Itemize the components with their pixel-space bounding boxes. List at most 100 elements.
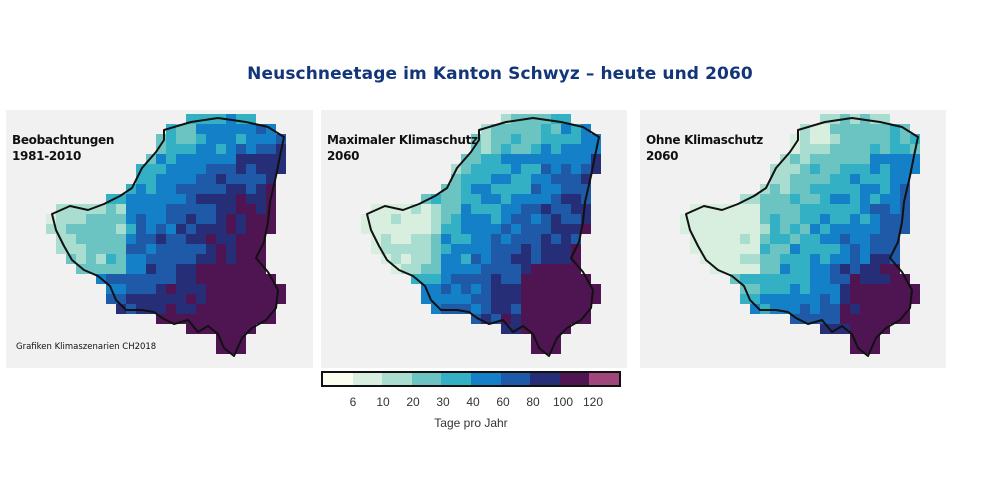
- raster-cell: [246, 174, 256, 184]
- raster-cell: [206, 304, 216, 314]
- raster-cell: [880, 184, 890, 194]
- raster-cell: [710, 234, 720, 244]
- raster-cell: [561, 294, 571, 304]
- raster-cell: [860, 234, 870, 244]
- raster-cell: [591, 154, 601, 164]
- raster-cell: [76, 244, 86, 254]
- source-credit: Grafiken Klimaszenarien CH2018: [16, 342, 157, 352]
- raster-cell: [491, 284, 501, 294]
- raster-cell: [461, 184, 471, 194]
- raster-cell: [156, 254, 166, 264]
- raster-cell: [206, 234, 216, 244]
- raster-cell: [501, 294, 511, 304]
- raster-cell: [710, 244, 720, 254]
- raster-cell: [256, 184, 266, 194]
- raster-cell: [531, 124, 541, 134]
- raster-cell: [830, 224, 840, 234]
- raster-cell: [391, 214, 401, 224]
- raster-cell: [830, 244, 840, 254]
- raster-cell: [810, 164, 820, 174]
- raster-cell: [561, 164, 571, 174]
- raster-cell: [381, 234, 391, 244]
- raster-cell: [176, 154, 186, 164]
- raster-cell: [96, 204, 106, 214]
- raster-cell: [146, 204, 156, 214]
- color-scale-tick-label: 60: [496, 395, 510, 409]
- raster-cell: [126, 224, 136, 234]
- raster-cell: [900, 174, 910, 184]
- raster-cell: [870, 184, 880, 194]
- raster-cell: [236, 194, 246, 204]
- color-scale-tick-label: 120: [582, 395, 604, 409]
- raster-cell: [760, 284, 770, 294]
- raster-cell: [740, 254, 750, 264]
- raster-cell: [441, 214, 451, 224]
- raster-cell: [481, 214, 491, 224]
- raster-cell: [840, 244, 850, 254]
- raster-cell: [521, 124, 531, 134]
- raster-cell: [481, 204, 491, 214]
- raster-cell: [760, 204, 770, 214]
- raster-cell: [391, 254, 401, 264]
- raster-cell: [900, 164, 910, 174]
- raster-cell: [900, 294, 910, 304]
- raster-cell: [800, 174, 810, 184]
- raster-cell: [531, 284, 541, 294]
- raster-cell: [511, 224, 521, 234]
- raster-cell: [780, 284, 790, 294]
- raster-cell: [266, 314, 276, 324]
- raster-cell: [381, 204, 391, 214]
- raster-cell: [870, 224, 880, 234]
- raster-cell: [800, 274, 810, 284]
- map-panel-max-protection: Maximaler Klimaschutz 2060: [321, 110, 627, 368]
- raster-cell: [720, 254, 730, 264]
- raster-cell: [461, 234, 471, 244]
- raster-cell: [76, 224, 86, 234]
- raster-cell: [481, 224, 491, 234]
- raster-cell: [591, 284, 601, 294]
- raster-cell: [541, 284, 551, 294]
- raster-cell: [551, 144, 561, 154]
- panel-label: Ohne Klimaschutz 2060: [646, 132, 763, 164]
- raster-cell: [810, 194, 820, 204]
- raster-cell: [890, 304, 900, 314]
- raster-cell: [401, 214, 411, 224]
- raster-cell: [750, 254, 760, 264]
- raster-cell: [760, 274, 770, 284]
- raster-cell: [790, 174, 800, 184]
- raster-cell: [700, 234, 710, 244]
- raster-cell: [840, 154, 850, 164]
- color-swatch: [382, 373, 412, 385]
- raster-cell: [236, 314, 246, 324]
- raster-cell: [411, 264, 421, 274]
- raster-cell: [501, 304, 511, 314]
- raster-cell: [246, 304, 256, 314]
- raster-cell: [156, 174, 166, 184]
- raster-cell: [800, 224, 810, 234]
- raster-cell: [810, 134, 820, 144]
- raster-cell: [830, 154, 840, 164]
- raster-cell: [96, 264, 106, 274]
- raster-cell: [146, 214, 156, 224]
- raster-cell: [226, 304, 236, 314]
- raster-cell: [880, 114, 890, 124]
- raster-cell: [471, 274, 481, 284]
- raster-cell: [830, 134, 840, 144]
- raster-cell: [236, 294, 246, 304]
- raster-cell: [870, 294, 880, 304]
- raster-cell: [900, 224, 910, 234]
- color-scale-tick-label: 10: [376, 395, 390, 409]
- raster-cell: [146, 224, 156, 234]
- raster-cell: [126, 214, 136, 224]
- raster-cell: [136, 214, 146, 224]
- raster-cell: [266, 224, 276, 234]
- raster-cell: [116, 224, 126, 234]
- raster-cell: [136, 254, 146, 264]
- raster-cell: [511, 214, 521, 224]
- raster-cell: [186, 274, 196, 284]
- raster-cell: [870, 304, 880, 314]
- raster-cell: [730, 214, 740, 224]
- raster-cell: [451, 264, 461, 274]
- raster-cell: [196, 184, 206, 194]
- raster-cell: [116, 244, 126, 254]
